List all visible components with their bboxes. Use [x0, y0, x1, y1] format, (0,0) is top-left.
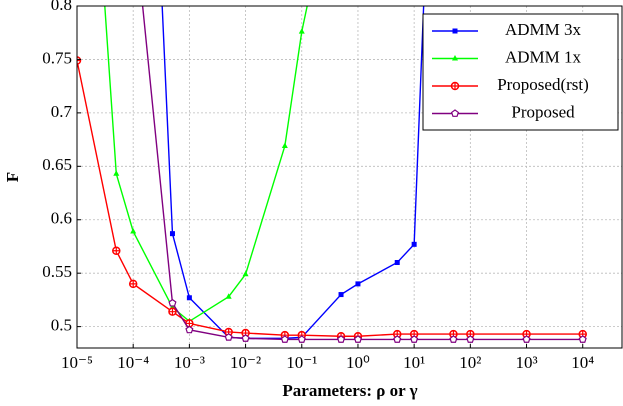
- series-line: [104, 6, 308, 323]
- x-tick-label: 10³: [515, 353, 537, 372]
- marker: [112, 246, 121, 255]
- marker: [186, 295, 192, 301]
- marker: [452, 55, 458, 61]
- y-tick-label: 0.65: [42, 155, 72, 174]
- series-line: [161, 6, 425, 340]
- marker: [393, 335, 402, 343]
- marker: [128, 279, 138, 289]
- x-tick-label: 10⁻²: [230, 353, 261, 372]
- x-tick-label: 10⁻³: [174, 353, 205, 372]
- legend-label: ADMM 3x: [505, 20, 582, 39]
- marker: [297, 335, 306, 343]
- y-tick-label: 0.7: [51, 102, 73, 121]
- legend-label: Proposed(rst): [497, 75, 589, 94]
- x-axis-label: Parameters: ρ or γ: [282, 381, 417, 400]
- plot-frame: [76, 5, 623, 349]
- marker: [168, 298, 177, 307]
- marker: [522, 335, 531, 343]
- marker: [224, 333, 233, 341]
- y-tick-label: 0.5: [51, 316, 72, 335]
- x-tick-label: 10⁻⁴: [117, 353, 149, 372]
- marker: [113, 170, 120, 176]
- marker: [353, 335, 362, 343]
- marker: [338, 292, 344, 298]
- x-tick-label: 10²: [459, 353, 481, 372]
- marker: [242, 270, 249, 277]
- x-tick-label: 10⁻⁵: [61, 353, 93, 372]
- marker: [280, 335, 289, 343]
- marker: [410, 335, 419, 343]
- marker: [578, 335, 587, 343]
- y-axis-label: F: [3, 172, 22, 182]
- marker: [466, 335, 475, 343]
- x-tick-label: 10⁴: [571, 353, 594, 372]
- marker: [337, 335, 346, 343]
- y-tick-label: 0.75: [42, 48, 72, 67]
- x-tick-label: 10¹: [403, 353, 425, 372]
- marker: [168, 307, 177, 316]
- marker: [411, 241, 417, 247]
- marker: [450, 109, 460, 117]
- marker: [394, 260, 400, 265]
- marker: [169, 231, 175, 237]
- marker: [281, 142, 288, 149]
- marker: [449, 335, 458, 343]
- marker: [185, 325, 194, 334]
- y-tick-label: 0.6: [51, 209, 72, 228]
- marker: [452, 28, 458, 34]
- marker: [450, 81, 460, 91]
- legend: ADMM 3x ADMM 1x Proposed(rst) Proposed: [422, 13, 619, 131]
- marker-cross: [451, 82, 459, 90]
- ticks: 10⁻⁵ 10⁻⁴ 10⁻³ 10⁻² 10⁻¹ 10⁰ 10¹ 10² 10³ 10⁴ 0.5 0.…: [42, 0, 594, 372]
- marker: [130, 228, 137, 234]
- y-tick-label: 0.55: [42, 262, 72, 281]
- marker: [77, 56, 82, 65]
- legend-label: Proposed: [511, 102, 575, 121]
- marker: [298, 28, 305, 34]
- plot-area: [77, 6, 587, 343]
- marker: [241, 334, 250, 342]
- legend-label: ADMM 1x: [505, 47, 582, 66]
- marker-cross: [129, 280, 137, 288]
- marker-cross: [112, 247, 120, 255]
- marker-cross: [168, 308, 176, 316]
- marker: [355, 281, 361, 287]
- x-tick-label: 10⁻¹: [286, 353, 317, 372]
- marker-cross: [77, 57, 81, 65]
- y-tick-label: 0.8: [51, 0, 72, 14]
- x-tick-label: 10⁰: [346, 353, 370, 372]
- marker: [225, 293, 232, 299]
